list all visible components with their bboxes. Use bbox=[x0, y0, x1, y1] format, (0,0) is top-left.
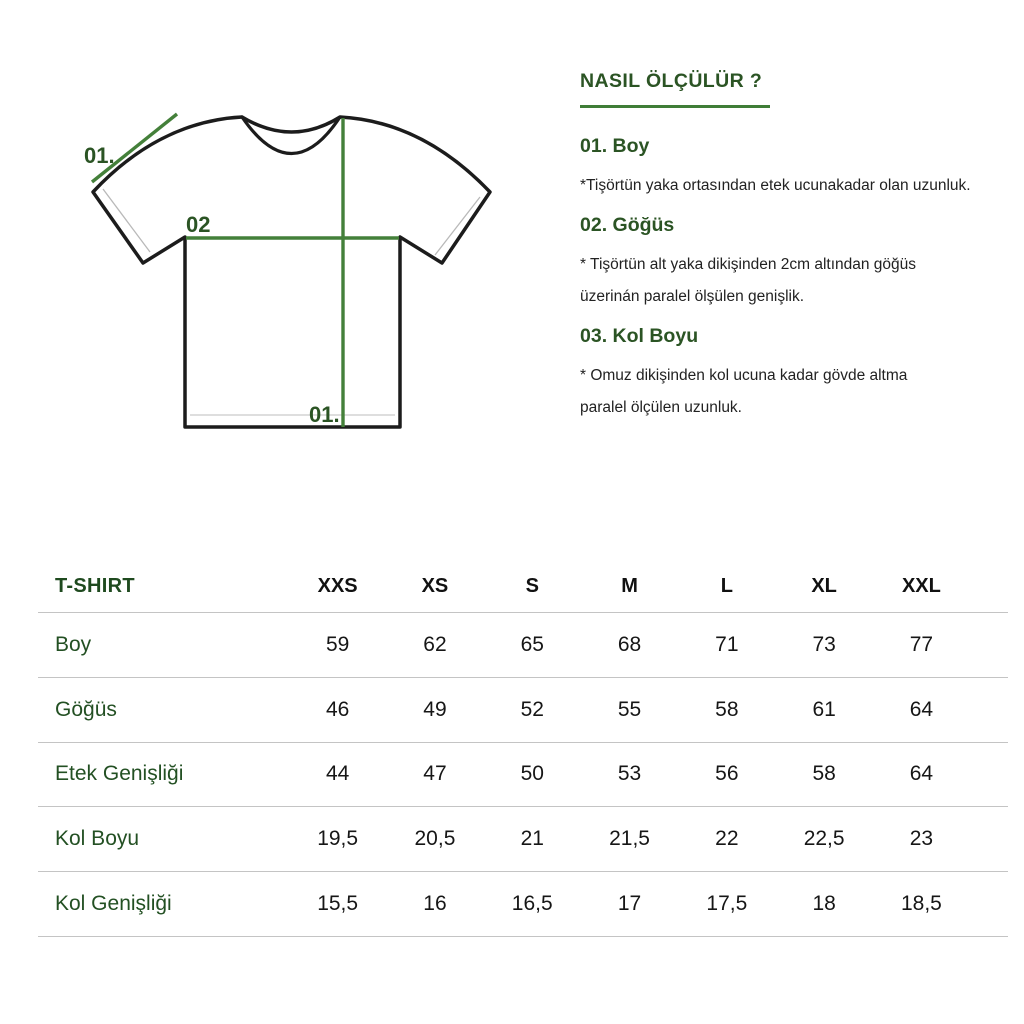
row-label: Boy bbox=[55, 632, 92, 656]
desc-line: * Omuz dikişinden kol ucuna kadar gövde … bbox=[580, 367, 908, 384]
section-heading-boy: 01. Boy bbox=[580, 135, 650, 157]
value-cell: 62 bbox=[423, 632, 447, 656]
chest-measure-label: 02 bbox=[186, 212, 210, 237]
desc-line: üzerinán paralel ölşülen genişlik. bbox=[580, 288, 805, 305]
value-cell: 18 bbox=[812, 892, 836, 916]
value-cell: 16 bbox=[423, 892, 447, 916]
desc-line: * Tişörtün alt yaka dikişinden 2cm altın… bbox=[580, 256, 917, 273]
section-heading-kol-boyu: 03. Kol Boyu bbox=[580, 325, 699, 347]
right-sleeve-stitch-line bbox=[434, 196, 481, 256]
value-cell: 64 bbox=[909, 697, 934, 721]
tshirt-outline bbox=[91, 115, 492, 429]
neckline-arc bbox=[240, 115, 342, 155]
value-cell: 52 bbox=[520, 697, 544, 721]
value-cell: 16,5 bbox=[511, 892, 553, 916]
section-desc-gogus: * Tişörtün alt yaka dikişinden 2cm altın… bbox=[580, 249, 1010, 313]
how-to-measure-title: NASIL ÖLÇÜLÜR ? bbox=[580, 70, 763, 92]
section-desc-boy: *Tişörtün yaka ortasından etek ucunakada… bbox=[580, 170, 1010, 202]
tshirt-measurement-diagram: 01. 02 01. bbox=[84, 112, 492, 429]
row-label: Göğüs bbox=[55, 697, 117, 721]
column-header-l: L bbox=[720, 574, 733, 597]
value-cell: 21 bbox=[520, 827, 544, 851]
value-cell: 17,5 bbox=[706, 892, 748, 916]
left-sleeve-stitch-line bbox=[102, 188, 151, 253]
value-cell: 56 bbox=[715, 762, 739, 786]
row-label: Kol Boyu bbox=[55, 827, 140, 851]
size-table-header-row: T-SHIRT XXS XS S M L XL XXL bbox=[38, 560, 1008, 613]
table-row-kol-boyu: Kol Boyu 19,5 20,5 21 21,5 22 22,5 23 bbox=[38, 807, 1008, 873]
value-cell: 44 bbox=[325, 762, 350, 786]
value-cell: 64 bbox=[909, 762, 934, 786]
value-cell: 71 bbox=[715, 632, 739, 656]
value-cell: 47 bbox=[423, 762, 447, 786]
value-cell: 17 bbox=[617, 892, 642, 916]
column-header-m: M bbox=[621, 574, 638, 597]
section-heading-gogus: 02. Göğüs bbox=[580, 214, 675, 236]
value-cell: 58 bbox=[812, 762, 836, 786]
size-table: T-SHIRT XXS XS S M L XL XXL Boy 59 62 65… bbox=[38, 560, 1008, 937]
value-cell: 18,5 bbox=[900, 892, 942, 916]
value-cell: 22,5 bbox=[803, 827, 845, 851]
value-cell: 58 bbox=[715, 697, 739, 721]
desc-line: *Tişörtün yaka ortasından etek ucunakada… bbox=[580, 177, 971, 194]
table-row-gogus: Göğüs 46 49 52 55 58 61 64 bbox=[38, 678, 1008, 743]
value-cell: 15,5 bbox=[317, 892, 359, 916]
value-cell: 68 bbox=[617, 632, 642, 656]
value-cell: 73 bbox=[812, 632, 836, 656]
table-title: T-SHIRT bbox=[55, 574, 135, 597]
table-row-boy: Boy 59 62 65 68 71 73 77 bbox=[38, 613, 1008, 678]
value-cell: 23 bbox=[909, 827, 934, 851]
column-header-xxs: XXS bbox=[317, 574, 358, 597]
shoulder-measure-label: 01. bbox=[84, 143, 115, 168]
length-measure-label: 01. bbox=[309, 402, 340, 427]
shoulder-measure-line bbox=[90, 112, 179, 184]
column-header-s: S bbox=[525, 574, 539, 597]
table-row-kol-genisligi: Kol Genişliği 15,5 16 16,5 17 17,5 18 18… bbox=[38, 872, 1008, 937]
value-cell: 46 bbox=[325, 697, 350, 721]
column-header-xl: XL bbox=[811, 574, 837, 597]
value-cell: 77 bbox=[909, 632, 934, 656]
section-desc-kol-boyu: * Omuz dikişinden kol ucuna kadar gövde … bbox=[580, 360, 1010, 424]
value-cell: 22 bbox=[715, 827, 739, 851]
value-cell: 55 bbox=[617, 697, 642, 721]
value-cell: 59 bbox=[325, 632, 350, 656]
value-cell: 61 bbox=[812, 697, 836, 721]
value-cell: 50 bbox=[520, 762, 544, 786]
column-header-xs: XS bbox=[421, 574, 449, 597]
value-cell: 21,5 bbox=[609, 827, 650, 851]
value-cell: 20,5 bbox=[414, 827, 456, 851]
row-label: Kol Genişliği bbox=[55, 892, 172, 916]
value-cell: 19,5 bbox=[317, 827, 359, 851]
value-cell: 53 bbox=[617, 762, 642, 786]
row-label: Etek Genişliği bbox=[55, 762, 184, 786]
how-to-measure-panel: NASIL ÖLÇÜLÜR ? 01. Boy *Tişörtün yaka o… bbox=[580, 70, 1010, 424]
table-row-etek-genisligi: Etek Genişliği 44 47 50 53 56 58 64 bbox=[38, 743, 1008, 808]
value-cell: 65 bbox=[520, 632, 544, 656]
title-underline bbox=[580, 105, 770, 108]
desc-line: paralel ölçülen uzunluk. bbox=[580, 399, 742, 416]
value-cell: 49 bbox=[423, 697, 447, 721]
column-header-xxl: XXL bbox=[901, 574, 941, 597]
